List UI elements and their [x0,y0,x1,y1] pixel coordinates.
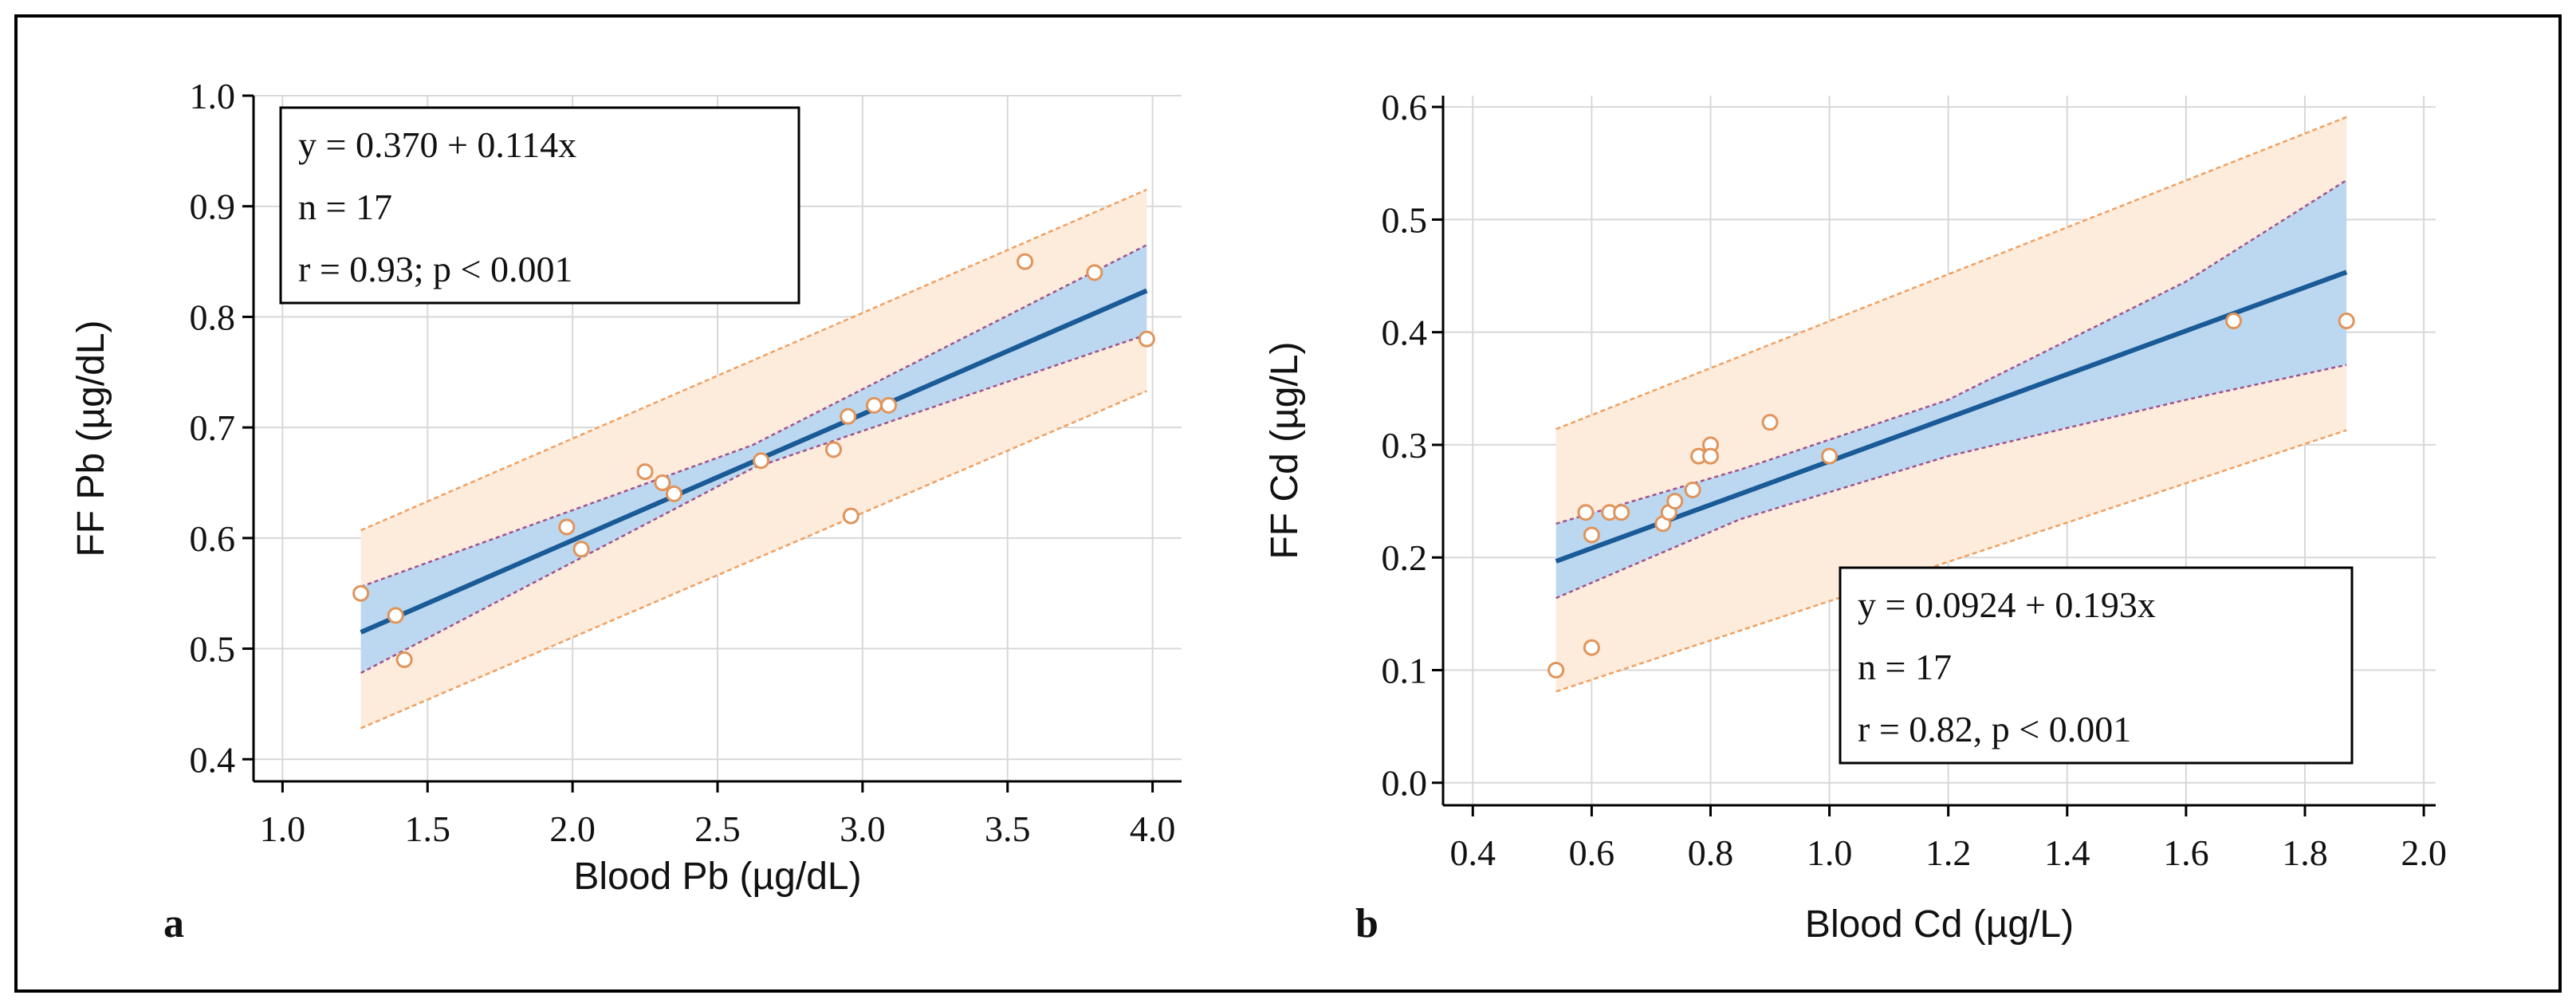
panel-label: b [1355,901,1378,946]
confidence-band-lower [360,333,1147,675]
legend-box [279,106,800,305]
data-point [1583,526,1600,544]
y-tick-label: 0.4 [1382,313,1428,353]
y-tick-label: 0.7 [190,407,236,448]
data-point [1701,447,1719,465]
y-tick-label: 0.4 [190,739,236,780]
data-point [1138,330,1155,348]
x-tick-label: 4.0 [1130,808,1176,849]
x-tick-label: 1.2 [1925,832,1972,873]
x-tick-label: 2.0 [549,808,596,849]
x-axis-title: Blood Pb (µg/dL) [573,856,861,898]
legend-line: n = 17 [298,187,392,227]
panel-a: 1.0 1.5 2.0 2.5 3.0 3.5 4.0 0.4 0.5 0.6 0.7 0.8 0.9 1… [70,76,1182,946]
y-tick-label: 0.5 [1382,199,1428,240]
x-tick-label: 1.0 [1807,832,1853,873]
x-tick-label: 2.0 [2401,832,2447,873]
data-point [654,474,671,491]
prediction-band-lower [1555,429,2347,693]
x-tick-label: 1.0 [260,808,306,849]
confidence-band-upper [1555,179,2347,525]
prediction-band-upper [360,188,1147,532]
y-tick-label: 0.2 [1382,537,1428,578]
data-point [842,507,859,525]
y-tick-label: 0.6 [1382,87,1428,128]
data-point [1666,493,1684,510]
data-point [825,441,842,458]
confidence-band [1555,179,2347,599]
prediction-band-lower [360,390,1147,730]
legend-line: y = 0.370 + 0.114x [298,124,576,165]
data-point [1821,447,1839,465]
panel-label: a [163,901,184,946]
legend-line: y = 0.0924 + 0.193x [1858,584,2156,625]
y-tick-label: 0.3 [1382,425,1428,466]
y-tick-label: 0.6 [190,518,236,559]
legend-box [1839,566,2354,765]
y-tick-label: 0.9 [190,187,236,227]
data-point [1017,253,1034,270]
y-tick-label: 0.5 [190,629,236,670]
data-point [395,651,413,668]
data-point [2225,313,2243,330]
data-point [572,541,590,558]
data-point [1548,661,1565,679]
y-axis-title: FF Pb (µg/dL) [70,320,112,557]
x-tick-label: 3.5 [985,808,1031,849]
x-tick-label: 0.4 [1450,832,1496,873]
prediction-band-upper [1555,116,2347,431]
x-tick-label: 3.0 [840,808,886,849]
x-tick-label: 1.6 [2163,832,2209,873]
legend-line: n = 17 [1858,647,1952,687]
x-axis-title: Blood Cd (µg/L) [1805,903,2074,946]
confidence-band-upper [360,244,1147,588]
data-point [880,396,898,414]
data-point [1684,481,1701,498]
x-tick-label: 0.6 [1569,832,1615,873]
data-point [665,485,682,502]
y-axis-title: FF Cd (µg/L) [1264,341,1306,559]
x-tick-label: 1.4 [2044,832,2090,873]
legend-line: r = 0.93; p < 0.001 [298,249,572,289]
data-point [636,463,654,481]
x-tick-label: 1.8 [2282,832,2328,873]
legend-line: r = 0.82, p < 0.001 [1858,709,2131,749]
data-point [753,452,770,470]
data-point [1086,264,1103,281]
confidence-band-lower [1555,364,2347,600]
data-point [2338,313,2355,330]
data-point [1583,639,1600,656]
y-tick-label: 1.0 [190,76,236,116]
data-point [558,518,576,536]
data-point [840,407,857,425]
x-tick-label: 1.5 [405,808,451,849]
x-tick-label: 0.8 [1688,832,1734,873]
y-tick-label: 0.1 [1382,650,1428,690]
data-point [1761,414,1779,431]
data-point [1613,504,1630,521]
y-tick-label: 0.8 [190,297,236,337]
data-point [387,607,404,624]
panel-b: 0.4 0.6 0.8 1.0 1.2 1.4 1.6 1.8 2.0 0.0 0.1 0.2 0.3 0… [1264,87,2447,946]
data-point [865,396,883,414]
data-point [352,584,370,602]
y-tick-label: 0.0 [1382,763,1428,804]
data-point [1577,504,1595,521]
x-tick-label: 2.5 [694,808,741,849]
regression-line [1555,269,2348,564]
